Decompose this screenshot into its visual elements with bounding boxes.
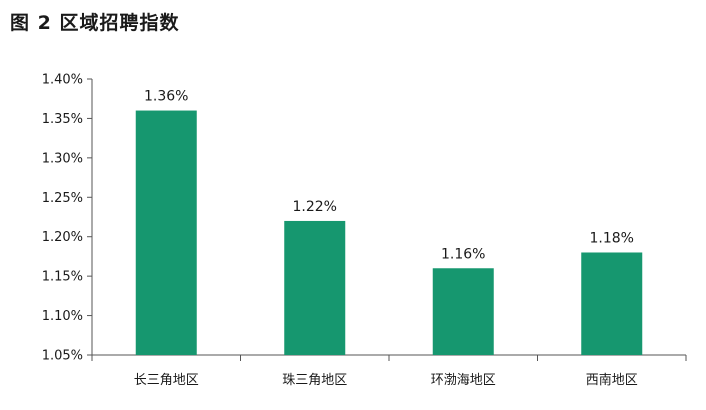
bars bbox=[135, 110, 643, 356]
y-tick-label: 1.30% bbox=[42, 151, 83, 166]
x-axis: 长三角地区 珠三角地区 环渤海地区 西南地区 bbox=[91, 354, 687, 388]
bar-value-label: 1.36% bbox=[144, 89, 188, 105]
data-labels: 1.36% 1.22% 1.16% 1.18% bbox=[144, 89, 634, 263]
x-category-label: 西南地区 bbox=[586, 372, 638, 388]
y-tick-label: 1.10% bbox=[42, 309, 83, 324]
figure-title: 图 2 区域招聘指数 bbox=[10, 12, 180, 34]
bar-value-label: 1.16% bbox=[441, 246, 485, 262]
x-category-label: 长三角地区 bbox=[134, 373, 199, 388]
y-tick-label: 1.20% bbox=[42, 230, 83, 245]
bar-value-label: 1.22% bbox=[293, 199, 337, 215]
x-category-label: 珠三角地区 bbox=[282, 373, 347, 388]
bar bbox=[284, 220, 346, 355]
y-tick-label: 1.25% bbox=[42, 191, 83, 206]
y-tick-label: 1.40% bbox=[42, 73, 83, 88]
x-category-label: 环渤海地区 bbox=[431, 372, 496, 388]
y-tick-label: 1.15% bbox=[42, 270, 83, 285]
bar-value-label: 1.18% bbox=[590, 230, 634, 246]
bar bbox=[432, 268, 494, 355]
y-axis: 1.05% 1.10% 1.15% 1.20% 1.25% 1.30% 1.35% 1.40% bbox=[42, 73, 93, 364]
y-tick-label: 1.35% bbox=[42, 112, 83, 127]
bar bbox=[135, 110, 197, 356]
y-tick-label: 1.05% bbox=[42, 349, 83, 364]
bar bbox=[581, 252, 643, 355]
